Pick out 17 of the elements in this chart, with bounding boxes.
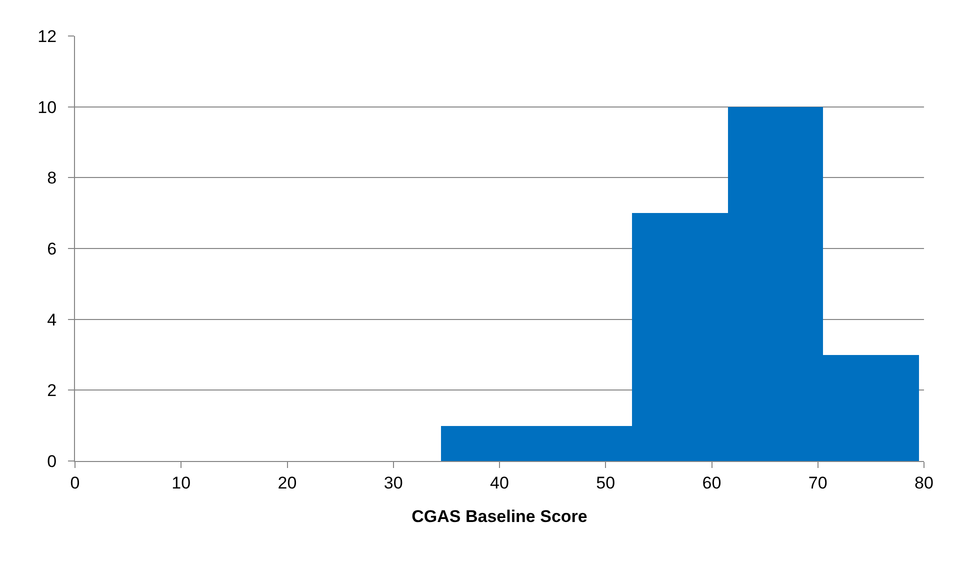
x-tick-label: 30 [384, 473, 403, 492]
x-tick-label: 60 [702, 473, 722, 492]
y-tick-label: 10 [38, 98, 57, 117]
y-tick-label: 2 [47, 381, 57, 400]
x-tick-label: 50 [596, 473, 616, 492]
y-tick-label: 12 [38, 26, 57, 46]
y-tick-label: 0 [47, 452, 57, 471]
y-tick-label: 4 [47, 310, 57, 330]
x-axis-title: CGAS Baseline Score [412, 506, 588, 526]
y-tick-label: 6 [47, 239, 57, 258]
y-tick-label: 8 [47, 168, 57, 188]
x-tick-label: 20 [278, 473, 297, 492]
x-tick-label: 10 [172, 473, 191, 492]
x-tick-label: 0 [70, 473, 80, 492]
x-tick-label: 40 [490, 473, 509, 492]
x-tick-label: 80 [914, 473, 934, 492]
x-tick-label: 70 [808, 473, 828, 492]
